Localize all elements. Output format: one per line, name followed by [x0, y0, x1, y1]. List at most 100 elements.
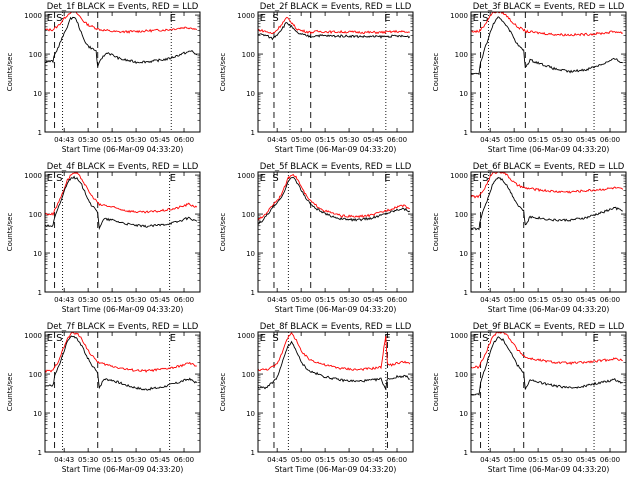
y-axis-label: Counts/sec [432, 373, 440, 412]
y-tick-label: 1 [464, 449, 468, 457]
x-tick-label: 04:45 [480, 296, 500, 304]
x-axis-label: Start Time (06-Mar-09 04:33:20) [62, 145, 184, 154]
y-tick-label: 10 [33, 410, 42, 418]
x-tick-label: 06:00 [174, 296, 194, 304]
marker-E: E [260, 13, 266, 24]
marker-E: E [384, 13, 390, 24]
y-tick-label: 100 [242, 51, 255, 59]
marker-E: E [384, 173, 390, 184]
y-tick-label: 1000 [24, 172, 42, 180]
panel-7: Det_7f BLACK = Events, RED = LLD Counts/s… [6, 322, 201, 474]
panel-title: Det_4f BLACK = Events, RED = LLD [47, 162, 199, 172]
marker-E: E [47, 173, 53, 184]
y-tick-label: 1 [251, 289, 255, 297]
series-lld-line [470, 11, 624, 37]
panel-title: Det_2f BLACK = Events, RED = LLD [260, 2, 412, 12]
plot-frame [257, 171, 414, 293]
x-axis-label: Start Time (06-Mar-09 04:33:20) [62, 465, 184, 474]
plot-frame [470, 331, 627, 453]
y-axis-label: Counts/sec [432, 213, 440, 252]
marker-E: E [170, 173, 176, 184]
plot-frame [44, 11, 201, 133]
marker-E: E [473, 173, 479, 184]
x-tick-label: 05:15 [528, 296, 548, 304]
x-axis-label: Start Time (06-Mar-09 04:33:20) [488, 465, 610, 474]
y-tick-label: 100 [455, 51, 468, 59]
y-tick-label: 10 [33, 90, 42, 98]
x-tick-label: 06:00 [600, 136, 620, 144]
x-tick-label: 05:15 [315, 296, 335, 304]
series-lld-line [470, 171, 624, 199]
x-tick-label: 05:45 [576, 296, 596, 304]
x-tick-label: 04:43 [54, 296, 74, 304]
marker-S: S [56, 173, 62, 184]
plot-frame [44, 331, 201, 453]
panel-title: Det_8f BLACK = Events, RED = LLD [260, 322, 412, 332]
x-tick-label: 05:45 [363, 456, 383, 464]
series-lld-line [470, 331, 623, 370]
x-tick-label: 05:30 [552, 296, 572, 304]
series-events-line [470, 176, 623, 231]
panel-6: Det_6f BLACK = Events, RED = LLD Counts/s… [432, 162, 627, 314]
marker-E: E [260, 333, 266, 344]
panel-8: Det_8f BLACK = Events, RED = LLD Counts/s… [219, 322, 414, 474]
x-tick-label: 06:00 [387, 456, 407, 464]
series-lld-line [257, 173, 410, 221]
y-tick-label: 1000 [450, 172, 468, 180]
x-tick-label: 05:30 [339, 136, 359, 144]
x-tick-label: 05:15 [315, 456, 335, 464]
x-tick-label: 04:45 [267, 456, 287, 464]
series-events-line [44, 175, 198, 231]
marker-E: E [384, 333, 390, 344]
panel-4: Det_4f BLACK = Events, RED = LLD Counts/s… [6, 162, 201, 314]
series-events-line [470, 336, 623, 396]
x-tick-label: 06:00 [600, 296, 620, 304]
marker-S: S [272, 173, 278, 184]
y-tick-label: 10 [459, 250, 468, 258]
y-tick-label: 1 [464, 289, 468, 297]
y-tick-label: 10 [246, 250, 255, 258]
x-tick-label: 06:00 [174, 136, 194, 144]
x-tick-label: 04:45 [267, 296, 287, 304]
x-axis-label: Start Time (06-Mar-09 04:33:20) [275, 145, 397, 154]
x-tick-label: 05:15 [315, 136, 335, 144]
y-tick-label: 1 [38, 449, 42, 457]
panel-title: Det_1f BLACK = Events, RED = LLD [47, 2, 199, 12]
marker-E: E [473, 333, 479, 344]
x-tick-label: 06:00 [387, 136, 407, 144]
y-axis-label: Counts/sec [219, 373, 227, 412]
panel-1: Det_1f BLACK = Events, RED = LLD Counts/s… [6, 2, 201, 154]
x-tick-label: 06:00 [387, 296, 407, 304]
marker-S: S [56, 333, 62, 344]
x-tick-label: 06:00 [600, 456, 620, 464]
x-tick-label: 05:00 [291, 456, 311, 464]
y-axis-label: Counts/sec [432, 53, 440, 92]
marker-S: S [482, 333, 488, 344]
y-tick-label: 1000 [237, 332, 255, 340]
x-tick-label: 05:30 [126, 296, 146, 304]
panel-9: Det_9f BLACK = Events, RED = LLD Counts/s… [432, 322, 627, 474]
x-axis-label: Start Time (06-Mar-09 04:33:20) [62, 305, 184, 314]
panel-title: Det_9f BLACK = Events, RED = LLD [473, 322, 625, 332]
x-tick-label: 04:43 [54, 136, 74, 144]
plot-frame [44, 171, 201, 293]
x-tick-label: 05:15 [102, 456, 122, 464]
x-tick-label: 05:30 [126, 456, 146, 464]
y-tick-label: 100 [29, 371, 42, 379]
series-lld-line [44, 331, 197, 373]
marker-S: S [482, 13, 488, 24]
marker-E: E [473, 13, 479, 24]
marker-E: E [170, 13, 176, 24]
y-tick-label: 100 [455, 211, 468, 219]
x-tick-label: 05:45 [363, 136, 383, 144]
series-events-line [257, 176, 411, 225]
marker-E: E [592, 13, 598, 24]
plot-frame [257, 11, 414, 133]
plot-frame [257, 331, 414, 453]
series-events-line [44, 335, 198, 391]
x-tick-label: 05:30 [339, 456, 359, 464]
y-tick-label: 10 [246, 90, 255, 98]
x-axis-label: Start Time (06-Mar-09 04:33:20) [275, 305, 397, 314]
marker-E: E [592, 333, 598, 344]
